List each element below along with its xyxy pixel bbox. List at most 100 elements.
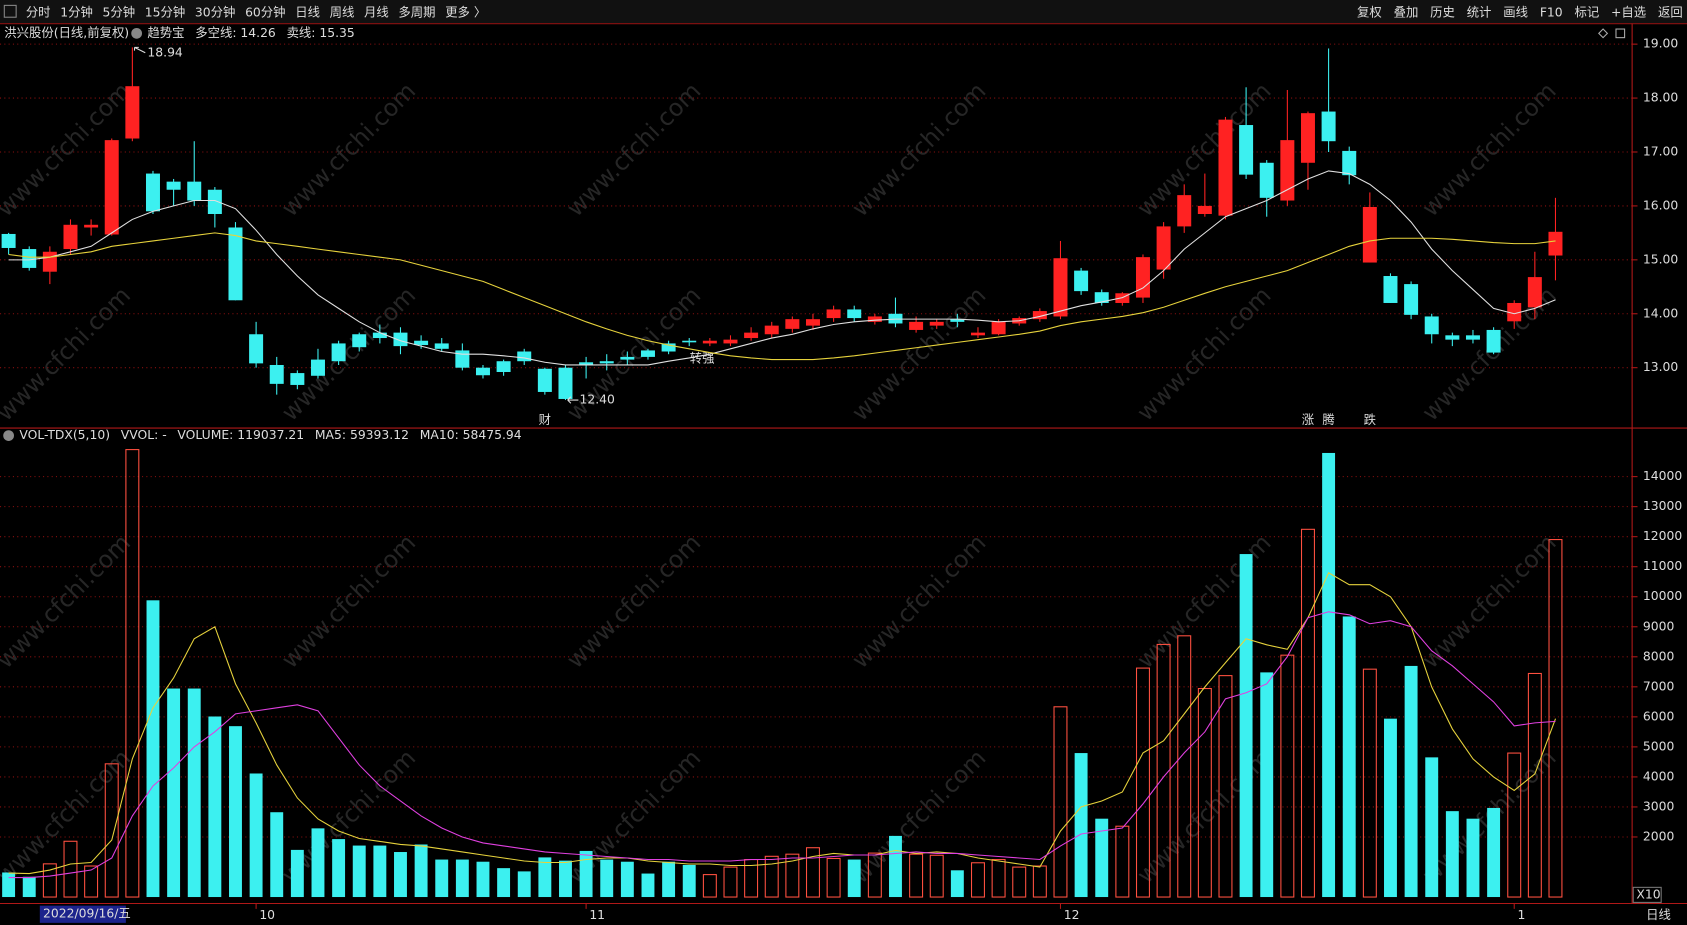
event-marker: 财 bbox=[539, 413, 551, 427]
volume-bar bbox=[63, 840, 78, 898]
volume-bar bbox=[1218, 675, 1233, 898]
candle-body bbox=[310, 359, 325, 376]
volume-bar bbox=[538, 857, 552, 898]
volume-bar bbox=[620, 861, 634, 898]
candle-body bbox=[104, 140, 119, 235]
candle-body bbox=[269, 364, 284, 384]
y-tick-label: 15.00 bbox=[1643, 252, 1679, 266]
toolbar-item[interactable]: 分时 bbox=[26, 5, 51, 19]
y-tick-label: 8000 bbox=[1643, 649, 1675, 663]
volume-ma-line bbox=[8, 571, 1557, 875]
volume-bar bbox=[991, 859, 1006, 898]
candle-body bbox=[723, 339, 738, 344]
candle-body bbox=[517, 351, 532, 362]
toolbar-button[interactable]: 叠加 bbox=[1394, 5, 1419, 19]
candle-body bbox=[970, 332, 985, 336]
toolbar-item[interactable]: 月线 bbox=[364, 5, 389, 19]
toolbar-item[interactable]: 60分钟 bbox=[245, 4, 285, 19]
toolbar-item[interactable]: 5分钟 bbox=[103, 4, 136, 19]
y-tick-label: 14.00 bbox=[1643, 306, 1679, 320]
volume-bar bbox=[559, 860, 572, 898]
candle-body bbox=[1548, 231, 1563, 256]
volume-bar bbox=[1156, 643, 1171, 898]
candle-body bbox=[1, 233, 16, 248]
candle-body bbox=[1404, 284, 1419, 315]
volume-bar bbox=[579, 850, 593, 898]
toolbar-button[interactable]: +自选 bbox=[1611, 5, 1646, 19]
diamond-icon[interactable] bbox=[1598, 28, 1609, 39]
volume-bar bbox=[1074, 753, 1088, 898]
high-label: 18.94 bbox=[147, 45, 183, 59]
toolbar-button[interactable]: 统计 bbox=[1467, 5, 1492, 19]
candle-body bbox=[640, 350, 655, 357]
cursor-date: 2022/09/16/五 bbox=[43, 907, 131, 921]
toolbar-button[interactable]: 历史 bbox=[1430, 5, 1455, 19]
x-tick-label: 1 bbox=[1517, 908, 1525, 922]
event-marker: 腾 bbox=[1322, 412, 1334, 427]
volume-bar bbox=[146, 600, 160, 898]
volume-ma-line bbox=[8, 611, 1556, 879]
candle-body bbox=[125, 86, 140, 139]
unit-label: X10 bbox=[1636, 887, 1660, 901]
toolbar-item[interactable]: 30分钟 bbox=[195, 4, 235, 19]
y-tick-label: 9000 bbox=[1643, 619, 1675, 633]
candle-body bbox=[249, 334, 264, 364]
toolbar-button[interactable]: 复权 bbox=[1357, 5, 1382, 19]
y-tick-label: 14000 bbox=[1643, 469, 1682, 483]
period-label: 日线 bbox=[1646, 908, 1671, 922]
box-icon[interactable] bbox=[1615, 28, 1626, 39]
low-label: 12.40 bbox=[579, 393, 615, 407]
volume-bar bbox=[229, 726, 242, 898]
menu-icon[interactable] bbox=[3, 4, 17, 18]
candle-body bbox=[1197, 205, 1212, 215]
indicator-legend: MA10: 58475.94 bbox=[420, 428, 522, 442]
y-tick-label: 7000 bbox=[1643, 679, 1675, 693]
volume-bar bbox=[1239, 554, 1253, 898]
candle-body bbox=[331, 343, 346, 362]
candle-body bbox=[1032, 311, 1047, 320]
toolbar-button[interactable]: 画线 bbox=[1503, 5, 1528, 19]
candle-body bbox=[145, 173, 160, 212]
candle-body bbox=[661, 343, 676, 352]
volume-bar bbox=[42, 863, 57, 898]
toolbar-button[interactable]: 返回 bbox=[1658, 5, 1683, 19]
volume-bar bbox=[84, 865, 99, 898]
volume-bar bbox=[723, 866, 738, 898]
volume-bar bbox=[1466, 818, 1480, 898]
candle-body bbox=[599, 361, 614, 364]
annotation-arrow bbox=[567, 396, 579, 404]
toolbar-button[interactable]: F10 bbox=[1540, 5, 1563, 19]
indicator-icon[interactable] bbox=[3, 430, 14, 441]
candle-body bbox=[1321, 111, 1336, 142]
candle-body bbox=[682, 340, 697, 343]
candle-body bbox=[1383, 276, 1398, 303]
x-tick-label: 11 bbox=[589, 908, 605, 922]
volume-bar bbox=[1115, 825, 1130, 898]
volume-bar bbox=[104, 763, 119, 898]
candle-body bbox=[1259, 162, 1274, 198]
event-marker: 跌 bbox=[1364, 412, 1376, 427]
candle-body bbox=[1527, 277, 1542, 308]
candle-body bbox=[1053, 258, 1068, 317]
toolbar-item[interactable]: 周线 bbox=[330, 5, 355, 19]
volume-bar bbox=[1012, 866, 1027, 898]
volume-bar bbox=[1342, 616, 1356, 898]
toolbar-button[interactable]: 标记 bbox=[1574, 5, 1599, 19]
toolbar-item[interactable]: 1分钟 bbox=[60, 4, 93, 19]
volume-bar bbox=[970, 862, 985, 898]
volume-bar bbox=[455, 859, 469, 898]
toolbar-item[interactable]: 多周期 bbox=[398, 5, 435, 19]
volume-bar bbox=[22, 876, 36, 898]
candle-body bbox=[1280, 140, 1295, 201]
indicator-icon[interactable] bbox=[131, 27, 143, 39]
toolbar-item[interactable]: 更多 〉 bbox=[445, 5, 486, 19]
volume-bar bbox=[311, 828, 325, 898]
toolbar-item[interactable]: 日线 bbox=[295, 5, 320, 19]
volume-bar bbox=[1095, 818, 1109, 898]
candle-body bbox=[63, 224, 78, 250]
candle-body bbox=[84, 224, 99, 228]
x-tick-label: 12 bbox=[1064, 908, 1080, 922]
toolbar-item[interactable]: 15分钟 bbox=[145, 4, 185, 19]
candle-body bbox=[1342, 150, 1357, 176]
